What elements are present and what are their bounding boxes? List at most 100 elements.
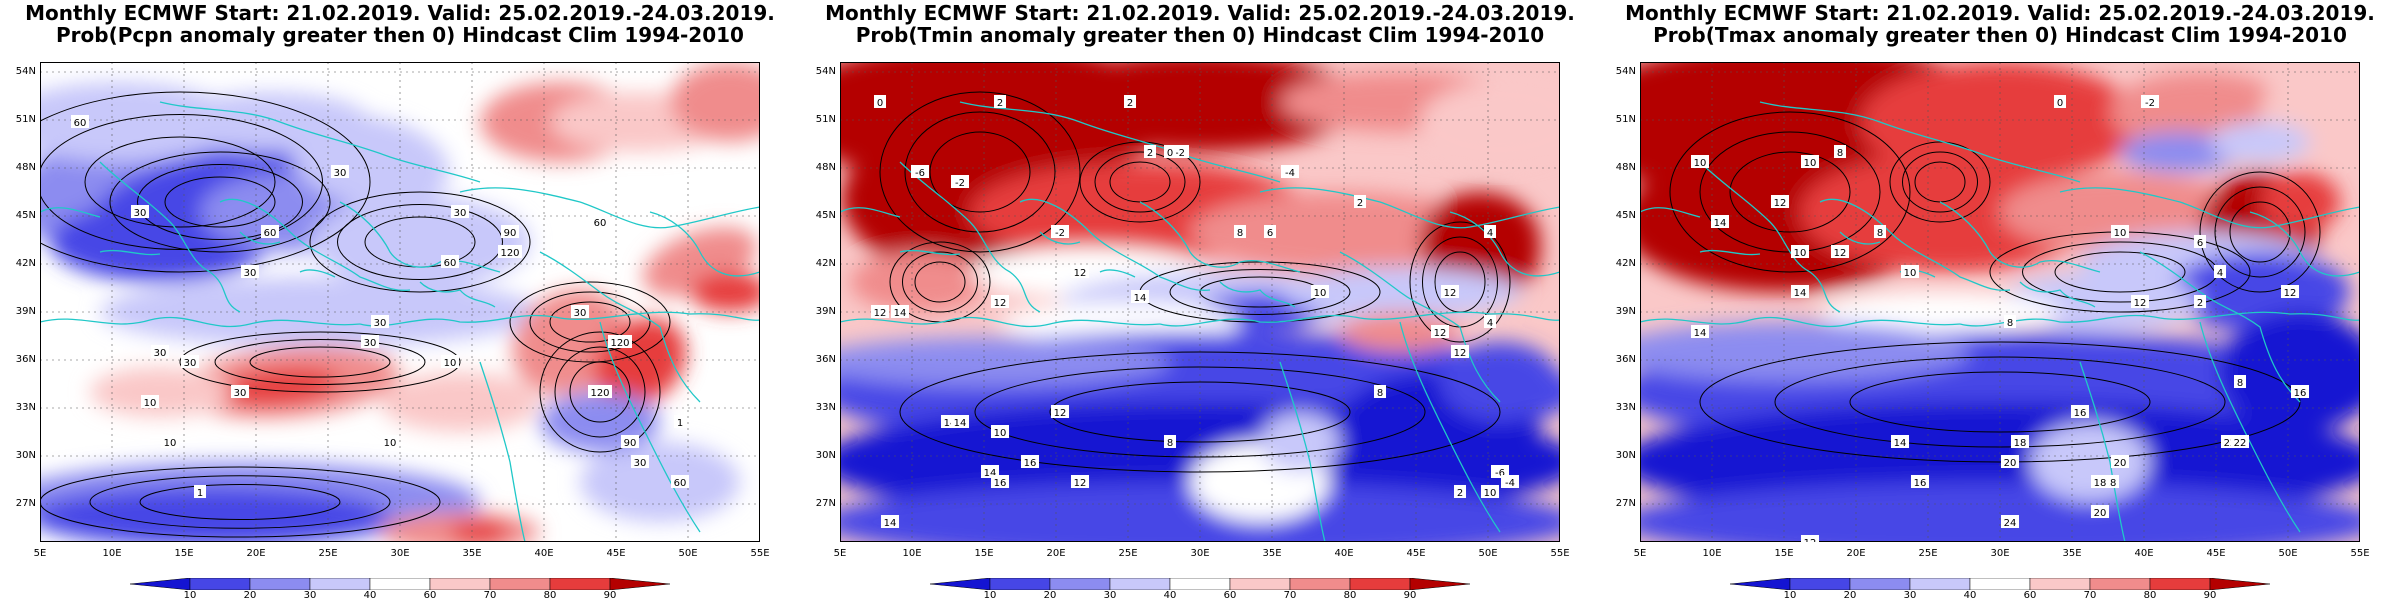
contour-label: 10 [161, 435, 179, 449]
svg-text:12: 12 [1444, 288, 1457, 299]
longitude-label: 20E [246, 548, 266, 559]
longitude-label: 15E [974, 548, 994, 559]
longitude-label: 45E [1406, 548, 1426, 559]
svg-text:-2: -2 [955, 178, 965, 189]
map-panel-tmin: Monthly ECMWF Start: 21.02.2019. Valid: … [800, 0, 1600, 601]
longitude-label: 15E [1774, 548, 1794, 559]
contour-label: 8 [1834, 145, 1846, 159]
colorbar [130, 578, 670, 590]
svg-text:8: 8 [1877, 228, 1883, 239]
colorbar-label: 70 [483, 590, 497, 601]
field-patch [1000, 302, 1240, 342]
longitude-label: 50E [2278, 548, 2298, 559]
contour-label: 20 [2001, 455, 2019, 469]
longitude-label: 10E [902, 548, 922, 559]
contour-label: 12 [1071, 475, 1089, 489]
svg-text:30: 30 [574, 308, 587, 319]
svg-text:14: 14 [894, 308, 907, 319]
longitude-label: 30E [390, 548, 410, 559]
colorbar-swatch [549, 578, 611, 590]
contour-label: -2 [2141, 95, 2159, 109]
colorbar-swatch [1169, 578, 1231, 590]
colorbar-swatch [2089, 578, 2151, 590]
svg-text:30: 30 [334, 168, 347, 179]
contour-label: 60 [671, 475, 689, 489]
map-area: 60 30 30 60 30 30 30 30 90 120 30 60 30 30 60 10 120 10 30… [40, 62, 760, 542]
contour-label: 20 [2111, 455, 2129, 469]
longitude-label: 25E [318, 548, 338, 559]
latitude-label: 48N [15, 162, 36, 173]
svg-text:90: 90 [504, 228, 517, 239]
latitude-label: 42N [1615, 258, 1636, 269]
field-patch [90, 367, 230, 417]
longitude-label: 55E [2350, 548, 2370, 559]
svg-text:12: 12 [994, 298, 1007, 309]
svg-text:16: 16 [1914, 478, 1927, 489]
longitude-label: 50E [1478, 548, 1498, 559]
latitude-label: 36N [15, 354, 36, 365]
contour-label: 2 [994, 95, 1006, 109]
panel-title: Monthly ECMWF Start: 21.02.2019. Valid: … [800, 2, 1600, 46]
contour-label: 0 [2054, 95, 2066, 109]
svg-text:22: 22 [2234, 438, 2247, 449]
title-line-1: Monthly ECMWF Start: 21.02.2019. Valid: … [1625, 1, 2375, 25]
field-patch [1040, 62, 1360, 152]
svg-text:14: 14 [1794, 288, 1807, 299]
contour-label: 10 [1481, 485, 1499, 499]
colorbar-swatch [489, 578, 551, 590]
longitude-label: 40E [1334, 548, 1354, 559]
colorbar-label: 60 [1223, 590, 1237, 601]
contour-label: 2 [1144, 145, 1156, 159]
contour-label: 12 [991, 295, 1009, 309]
map-frame [840, 62, 1560, 542]
svg-text:8: 8 [1167, 438, 1173, 449]
field-patch [850, 252, 990, 312]
svg-text:18: 18 [2094, 478, 2107, 489]
svg-text:12: 12 [1074, 478, 1087, 489]
svg-text:12: 12 [1454, 348, 1467, 359]
svg-text:2: 2 [2197, 298, 2203, 309]
svg-text:120: 120 [500, 248, 519, 259]
contour-label: 30 [631, 455, 649, 469]
latitude-label: 51N [15, 114, 36, 125]
contour-label: 12 [871, 305, 889, 319]
svg-text:12: 12 [1434, 328, 1447, 339]
svg-text:10: 10 [1904, 268, 1917, 279]
contour-label: 16 [1021, 455, 1039, 469]
colorbar-label: 90 [603, 590, 617, 601]
coastlines [1640, 101, 2360, 542]
panel-title: Monthly ECMWF Start: 21.02.2019. Valid: … [0, 2, 800, 46]
panel-title: Monthly ECMWF Start: 21.02.2019. Valid: … [1600, 2, 2400, 46]
contour-label: 12 [1451, 345, 1469, 359]
latitude-label: 30N [815, 450, 836, 461]
contour-label: 8 [1164, 435, 1176, 449]
longitude-label: 50E [678, 548, 698, 559]
coastlines [40, 101, 760, 542]
contour-label: 30 [451, 205, 469, 219]
contour-label: 12 [1071, 265, 1089, 279]
field-patch [1800, 152, 2100, 272]
svg-text:20: 20 [2114, 458, 2127, 469]
field-patch [840, 337, 1170, 387]
contour-label: 14 [1691, 325, 1709, 339]
contour-label: -2 [951, 175, 969, 189]
contour-label: 0 [874, 95, 886, 109]
field-patch [1260, 412, 1340, 472]
contour-label: 30 [181, 355, 199, 369]
longitude-label: 40E [2134, 548, 2154, 559]
svg-text:-2: -2 [2145, 98, 2155, 109]
svg-text:10: 10 [444, 358, 457, 369]
svg-text:60: 60 [74, 118, 87, 129]
svg-text:14: 14 [1694, 328, 1707, 339]
contour-label: 12 [2131, 295, 2149, 309]
colorbar-label: 30 [1103, 590, 1117, 601]
field-patch [1420, 82, 1560, 162]
colorbar [930, 578, 1470, 590]
title-line-2: Prob(Tmax anomaly greater then 0) Hindca… [1653, 23, 2347, 47]
svg-text:10: 10 [164, 438, 177, 449]
colorbar-label: 20 [1043, 590, 1057, 601]
svg-text:14: 14 [884, 518, 897, 529]
colorbar-swatch [249, 578, 311, 590]
latitude-label: 27N [1615, 498, 1636, 509]
contour-label: 30 [361, 335, 379, 349]
